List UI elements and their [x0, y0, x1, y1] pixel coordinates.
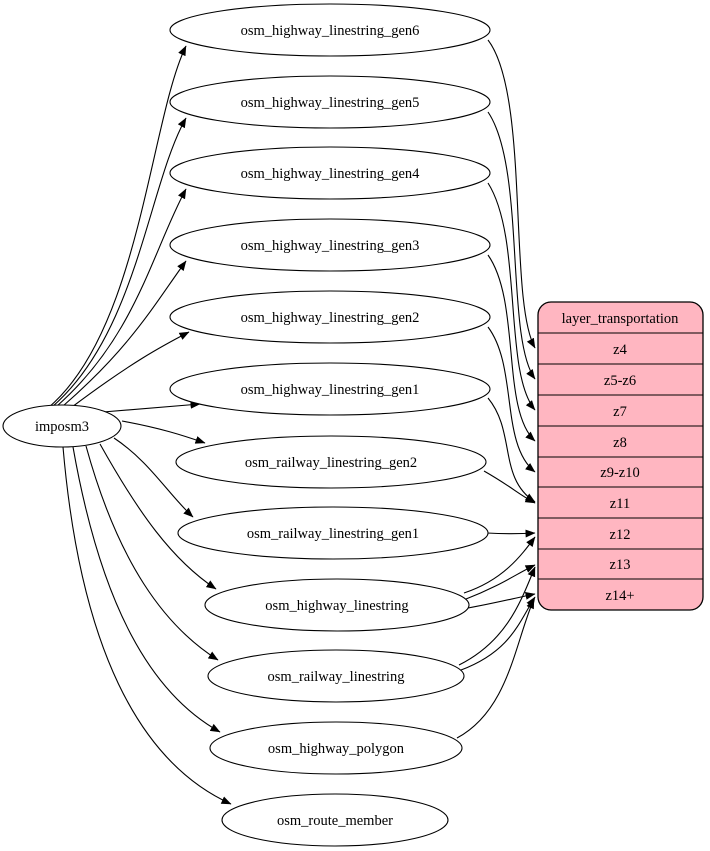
layer-row-z14: z14+: [605, 588, 634, 604]
imposm3-ellipse: [2, 404, 122, 448]
gen6-ellipse: [169, 3, 491, 57]
gen5-ellipse: [169, 75, 491, 129]
layer-row-z7: z7: [613, 404, 627, 420]
node-osm-highway-linestring-gen3: osm_highway_linestring_gen3: [169, 218, 491, 272]
edge-imposm3-to-gen3: [62, 260, 187, 407]
layer-row-z11: z11: [610, 496, 630, 512]
edge-gen1-to-z11: [487, 397, 536, 503]
edge-highway-polygon-to-z14: [456, 598, 535, 739]
node-osm-railway-linestring-gen1: osm_railway_linestring_gen1: [177, 506, 489, 560]
layer-row-z5-z6: z5-z6: [604, 373, 636, 389]
edge-highway-linestring-to-z14: [467, 591, 536, 609]
highway-linestring-label: osm_highway_linestring: [265, 598, 408, 614]
railway-linestring-label: osm_railway_linestring: [268, 669, 405, 685]
route-member-ellipse: [221, 793, 449, 847]
edge-imposm3-to-railway-gen1: [113, 437, 194, 518]
highway-linestring-ellipse: [204, 578, 470, 632]
layer-row-z8: z8: [613, 435, 627, 451]
edge-highway-linestring-to-z13: [465, 564, 536, 600]
edge-railway-linestring-to-z13: [458, 566, 536, 666]
gen2-ellipse: [169, 290, 491, 344]
edge-imposm3-to-railway-linestring: [85, 445, 219, 661]
railway-linestring-ellipse: [207, 649, 465, 703]
node-osm-highway-linestring: osm_highway_linestring: [204, 578, 470, 632]
node-osm-railway-linestring: osm_railway_linestring: [207, 649, 465, 703]
edges-from-imposm3: [47, 45, 232, 805]
node-osm-highway-polygon: osm_highway_polygon: [209, 721, 463, 775]
layer-table-box: [537, 301, 704, 611]
edge-highway-linestring-to-z12: [463, 536, 536, 594]
gen5-label: osm_highway_linestring_gen5: [241, 95, 420, 111]
highway-polygon-label: osm_highway_polygon: [268, 741, 405, 757]
layer-transportation-table: layer_transportation z4 z5-z6 z7 z8 z9-z…: [537, 301, 704, 611]
edges-to-layer-rows: [456, 39, 536, 739]
layer-row-z13: z13: [610, 557, 631, 573]
node-osm-highway-linestring-gen6: osm_highway_linestring_gen6: [169, 3, 491, 57]
node-osm-highway-linestring-gen2: osm_highway_linestring_gen2: [169, 290, 491, 344]
edge-gen4-to-z7: [487, 182, 536, 411]
gen1-ellipse: [169, 362, 491, 416]
edge-imposm3-to-gen5: [51, 117, 187, 408]
node-osm-route-member: osm_route_member: [221, 793, 449, 847]
edge-imposm3-to-railway-gen2: [121, 420, 206, 444]
edge-imposm3-to-gen6: [47, 45, 187, 409]
layer-row-z4: z4: [613, 342, 627, 358]
gen3-label: osm_highway_linestring_gen3: [241, 238, 420, 254]
layer-row-z9-z10: z9-z10: [600, 465, 639, 481]
edge-gen3-to-z8: [487, 254, 536, 442]
edge-imposm3-to-gen2: [71, 331, 190, 408]
gen3-ellipse: [169, 218, 491, 272]
gen2-label: osm_highway_linestring_gen2: [241, 310, 420, 326]
railway-gen1-ellipse: [177, 506, 489, 560]
edge-gen2-to-z9-z10: [487, 326, 536, 473]
edge-railway-gen2-to-z11: [483, 470, 536, 504]
railway-gen2-label: osm_railway_linestring_gen2: [245, 455, 417, 471]
edge-gen6-to-z4: [487, 39, 536, 349]
gen6-label: osm_highway_linestring_gen6: [241, 23, 420, 39]
layer-row-z12: z12: [610, 527, 631, 543]
edge-imposm3-to-gen1: [102, 400, 201, 413]
node-osm-railway-linestring-gen2: osm_railway_linestring_gen2: [175, 435, 487, 489]
layer-table-title: layer_transportation: [562, 311, 680, 327]
highway-polygon-ellipse: [209, 721, 463, 775]
edge-imposm3-to-highway-linestring: [99, 443, 217, 590]
node-osm-highway-linestring-gen1: osm_highway_linestring_gen1: [169, 362, 491, 416]
railway-gen2-ellipse: [175, 435, 487, 489]
gen4-ellipse: [169, 146, 491, 200]
railway-gen1-label: osm_railway_linestring_gen1: [247, 526, 419, 542]
gen1-label: osm_highway_linestring_gen1: [241, 382, 420, 398]
route-member-label: osm_route_member: [277, 813, 393, 829]
edge-railway-linestring-to-z14: [460, 596, 536, 671]
edge-imposm3-to-highway-polygon: [72, 446, 221, 733]
node-osm-highway-linestring-gen4: osm_highway_linestring_gen4: [169, 146, 491, 200]
gen4-label: osm_highway_linestring_gen4: [241, 166, 421, 182]
edge-imposm3-to-route-member: [62, 446, 232, 805]
imposm3-label: imposm3: [35, 419, 89, 435]
edge-railway-gen1-to-z12: [486, 529, 536, 538]
edge-gen5-to-z5-z6: [487, 111, 536, 380]
edge-imposm3-to-gen4: [56, 188, 187, 407]
node-osm-highway-linestring-gen5: osm_highway_linestring_gen5: [169, 75, 491, 129]
node-imposm3: imposm3: [2, 404, 122, 448]
